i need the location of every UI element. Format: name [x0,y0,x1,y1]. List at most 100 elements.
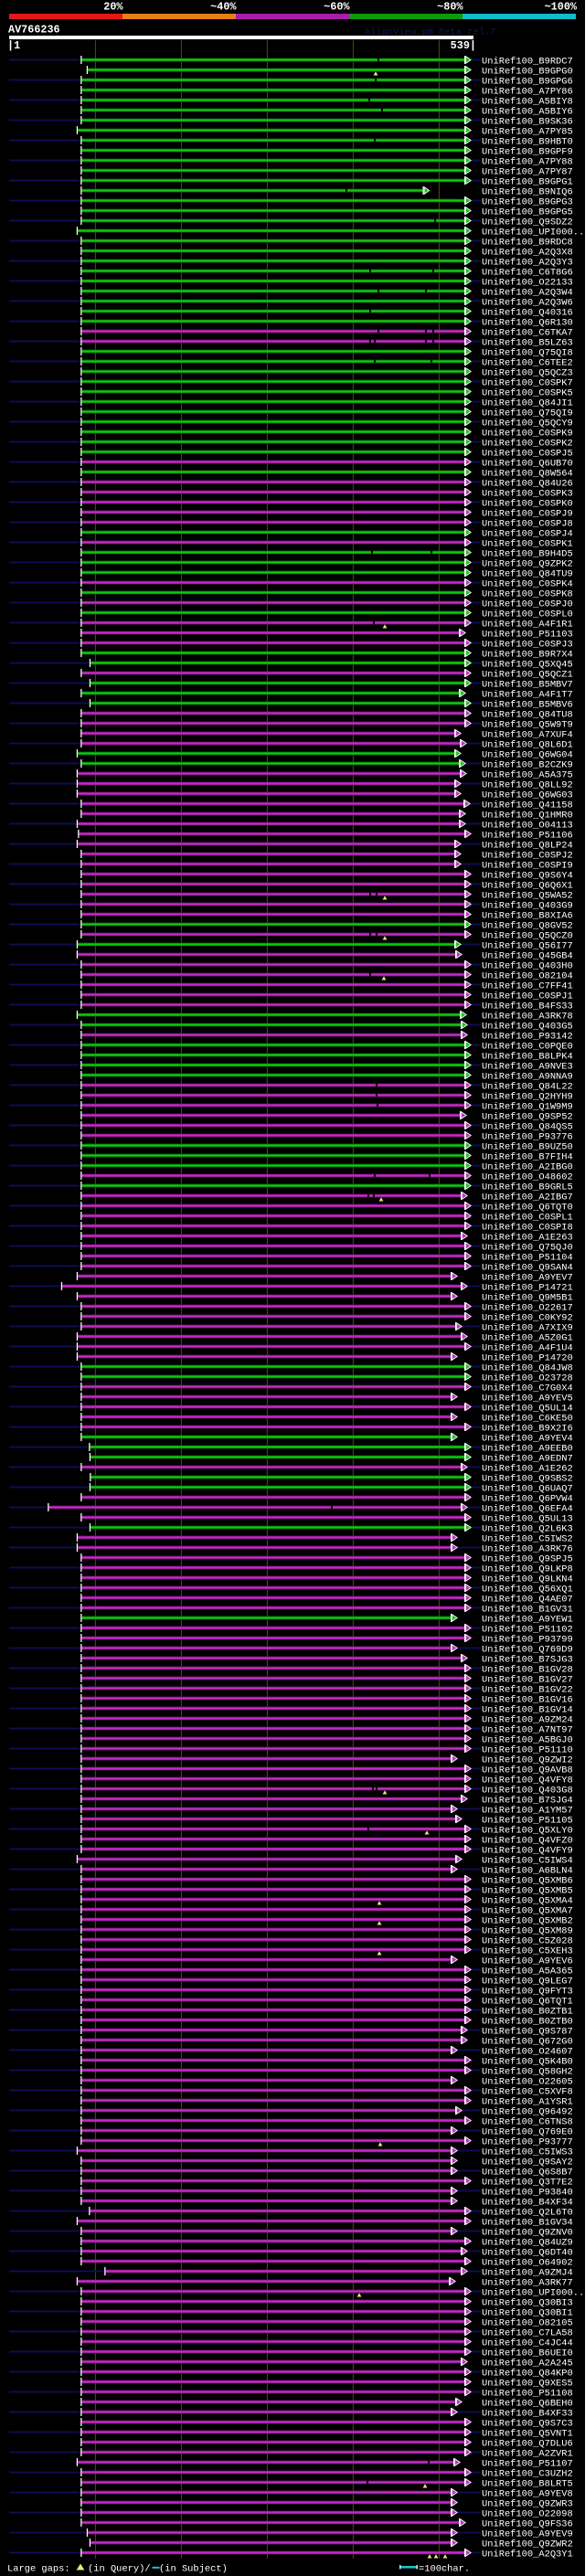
svg-text:UniRef100_C0PQE0: UniRef100_C0PQE0 [482,1041,573,1052]
svg-text:UniRef100_C5IWS4: UniRef100_C5IWS4 [482,1855,573,1866]
svg-text:(in Query)/: (in Query)/ [88,2564,151,2575]
svg-text:UniRef100_Q9LKN4: UniRef100_Q9LKN4 [482,1574,573,1585]
svg-text:UniRef100_C0SPK8: UniRef100_C0SPK8 [482,588,573,599]
svg-text:UniRef100_C0SPL1: UniRef100_C0SPL1 [482,1212,573,1223]
svg-text:UniRef100_P51106: UniRef100_P51106 [482,830,573,841]
svg-text:UniRef100_P51108: UniRef100_P51108 [482,2388,573,2399]
svg-text:UniRef100_Q1HMR0: UniRef100_Q1HMR0 [482,810,573,821]
svg-text:UniRef100_Q769D9: UniRef100_Q769D9 [482,1644,573,1655]
svg-text:UniRef100_C6KE50: UniRef100_C6KE50 [482,1413,573,1424]
svg-text:UniRef100_Q5QCZ3: UniRef100_Q5QCZ3 [482,367,573,378]
svg-text:UniRef100_A2ZVR1: UniRef100_A2ZVR1 [482,2448,573,2459]
svg-text:UniRef100_Q9FYT3: UniRef100_Q9FYT3 [482,1986,573,1997]
svg-text:UniRef100_A5Z0G1: UniRef100_A5Z0G1 [482,1332,573,1343]
svg-text:UniRef100_C0SPK3: UniRef100_C0SPK3 [482,488,573,499]
svg-text:UniRef100_A2Q3X8: UniRef100_A2Q3X8 [482,247,573,258]
svg-text:UniRef100_Q403G8: UniRef100_Q403G8 [482,1785,573,1796]
svg-text:UniRef100_B9SK36: UniRef100_B9SK36 [482,116,573,127]
svg-text:UniRef100_Q672G0: UniRef100_Q672G0 [482,2036,573,2047]
svg-text:UniRef100_A2Q3W6: UniRef100_A2Q3W6 [482,297,573,308]
svg-text:UniRef100_Q9ZWI2: UniRef100_Q9ZWI2 [482,1754,573,1765]
svg-text:UniRef100_C0SPK9: UniRef100_C0SPK9 [482,428,573,439]
svg-text:UniRef100_Q5XMB6: UniRef100_Q5XMB6 [482,1875,573,1886]
svg-text:UniRef100_P51103: UniRef100_P51103 [482,629,573,640]
svg-text:UniRef100_A9EEB0: UniRef100_A9EEB0 [482,1443,573,1454]
svg-text:UniRef100_P93776: UniRef100_P93776 [482,1131,573,1142]
svg-text:UniRef100_C5IWS3: UniRef100_C5IWS3 [482,2147,573,2157]
svg-text:UniRef100_A2A245: UniRef100_A2A245 [482,2358,573,2369]
svg-text:UniRef100_A2Q3Y3: UniRef100_A2Q3Y3 [482,257,573,268]
svg-text:UniRef100_B1GV28: UniRef100_B1GV28 [482,1664,573,1675]
svg-text:UniRef100_P51105: UniRef100_P51105 [482,1815,573,1826]
svg-text:UniRef100_B0ZTB1: UniRef100_B0ZTB1 [482,2006,573,2017]
svg-text:UniRef100_B9UZ50: UniRef100_B9UZ50 [482,1141,573,1152]
svg-text:UniRef100_B5MBV7: UniRef100_B5MBV7 [482,679,573,690]
svg-text:UniRef100_C6T8G6: UniRef100_C6T8G6 [482,267,573,278]
svg-text:UniRef100_A7PY86: UniRef100_A7PY86 [482,86,573,97]
svg-text:UniRef100_A4F1U4: UniRef100_A4F1U4 [482,1342,573,1353]
svg-text:UniRef100_B1GV14: UniRef100_B1GV14 [482,1704,573,1715]
svg-text:UniRef100_C7LA58: UniRef100_C7LA58 [482,2327,573,2338]
svg-text:UniRef100_C3UZH2: UniRef100_C3UZH2 [482,2468,573,2479]
svg-text:UniRef100_Q7DLU6: UniRef100_Q7DLU6 [482,2438,573,2449]
svg-text:UniRef100_O82105: UniRef100_O82105 [482,2317,573,2328]
svg-text:UniRef100_Q403G5: UniRef100_Q403G5 [482,1021,573,1032]
svg-text:~80%: ~80% [437,1,463,14]
svg-text:UniRef100_B9R7X4: UniRef100_B9R7X4 [482,649,573,660]
svg-text:UniRef100_C5Z028: UniRef100_C5Z028 [482,1935,573,1946]
svg-text:UniRef100_A9YEV7: UniRef100_A9YEV7 [482,1272,573,1283]
svg-text:UniRef100_Q5QCZ1: UniRef100_Q5QCZ1 [482,669,573,680]
svg-text:UniRef100_Q9SP52: UniRef100_Q9SP52 [482,1111,573,1122]
svg-text:UniRef100_A2IBG7: UniRef100_A2IBG7 [482,1192,573,1203]
svg-text:UniRef100_Q2L6K3: UniRef100_Q2L6K3 [482,1523,573,1534]
svg-text:UniRef100_C0KY92: UniRef100_C0KY92 [482,1312,573,1323]
svg-text:UniRef100_Q5XQ45: UniRef100_Q5XQ45 [482,659,573,670]
svg-text:UniRef100_C0SPK1: UniRef100_C0SPK1 [482,538,573,549]
svg-text:UniRef100_Q5XM89: UniRef100_Q5XM89 [482,1925,573,1936]
svg-text:UniRef100_Q9S7C3: UniRef100_Q9S7C3 [482,2418,573,2429]
svg-text:AV766236: AV766236 [8,24,60,37]
svg-text:UniRef100_A3RK78: UniRef100_A3RK78 [482,1011,573,1022]
svg-text:UniRef100_C5XVF8: UniRef100_C5XVF8 [482,2086,573,2097]
svg-text:UniRef100_B8LRT5: UniRef100_B8LRT5 [482,2478,573,2489]
svg-text:UniRef100_Q9ZWR3: UniRef100_Q9ZWR3 [482,2498,573,2509]
svg-text:UniRef100_P51102: UniRef100_P51102 [482,1624,573,1635]
svg-text:UniRef100_Q84L22: UniRef100_Q84L22 [482,1081,573,1092]
svg-text:UniRef100_P93142: UniRef100_P93142 [482,1031,573,1042]
svg-text:UniRef100_A7PY85: UniRef100_A7PY85 [482,126,573,137]
svg-text:UniRef100_C5XEH3: UniRef100_C5XEH3 [482,1945,573,1956]
svg-text:UniRef100_B1GV22: UniRef100_B1GV22 [482,1684,573,1695]
svg-text:UniRef100_Q6S8B7: UniRef100_Q6S8B7 [482,2167,573,2178]
svg-text:UniRef100_A9YEV5: UniRef100_A9YEV5 [482,1393,573,1404]
svg-text:UniRef100_Q5UL13: UniRef100_Q5UL13 [482,1513,573,1524]
svg-text:UniRef100_B5LZ63: UniRef100_B5LZ63 [482,337,573,348]
svg-text:UniRef100_Q9SDZ2: UniRef100_Q9SDZ2 [482,217,573,228]
svg-text:UniRef100_A5BIY6: UniRef100_A5BIY6 [482,106,573,117]
svg-text:UniRef100_C7FF41: UniRef100_C7FF41 [482,981,573,991]
svg-text:UniRef100_Q9M5B1: UniRef100_Q9M5B1 [482,1292,573,1303]
svg-text:UniRef100_O04113: UniRef100_O04113 [482,820,573,831]
svg-text:UniRef100_A7NT97: UniRef100_A7NT97 [482,1724,573,1735]
svg-text:UniRef100_Q5XLY0: UniRef100_Q5XLY0 [482,1825,573,1836]
svg-text:UniRef100_Q4AE07: UniRef100_Q4AE07 [482,1594,573,1605]
svg-text:UniRef100_A1E262: UniRef100_A1E262 [482,1463,573,1474]
svg-text:UniRef100_B9GPF9: UniRef100_B9GPF9 [482,146,573,157]
svg-text:UniRef100_Q9SAY2: UniRef100_Q9SAY2 [482,2157,573,2168]
svg-text:UniRef100_A7PY88: UniRef100_A7PY88 [482,156,573,167]
svg-text:UniRef100_O82104: UniRef100_O82104 [482,970,573,981]
svg-text:UniRef100_A9YEV6: UniRef100_A9YEV6 [482,1956,573,1966]
svg-text:UniRef100_C0SPJ1: UniRef100_C0SPJ1 [482,991,573,1002]
svg-text:539|: 539| [451,39,476,52]
svg-text:UniRef100_A9EDN7: UniRef100_A9EDN7 [482,1453,573,1464]
svg-text:UniRef100_Q96492: UniRef100_Q96492 [482,2106,573,2117]
svg-text:UniRef100_B1GV16: UniRef100_B1GV16 [482,1694,573,1705]
svg-text:UniRef100_Q5VNT1: UniRef100_Q5VNT1 [482,2428,573,2439]
svg-text:UniRef100_C0SPK4: UniRef100_C0SPK4 [482,578,573,589]
svg-text:UniRef100_Q9FS36: UniRef100_Q9FS36 [482,2518,573,2529]
svg-text:|1: |1 [7,39,20,52]
svg-text:UniRef100_Q9SBS2: UniRef100_Q9SBS2 [482,1473,573,1484]
svg-text:UniRef100_Q30BI1: UniRef100_Q30BI1 [482,2307,573,2318]
svg-text:UniRef100_Q9S6Y4: UniRef100_Q9S6Y4 [482,870,573,881]
svg-text:UniRef100_O22133: UniRef100_O22133 [482,277,573,288]
svg-text:UniRef100_O24607: UniRef100_O24607 [482,2046,573,2057]
